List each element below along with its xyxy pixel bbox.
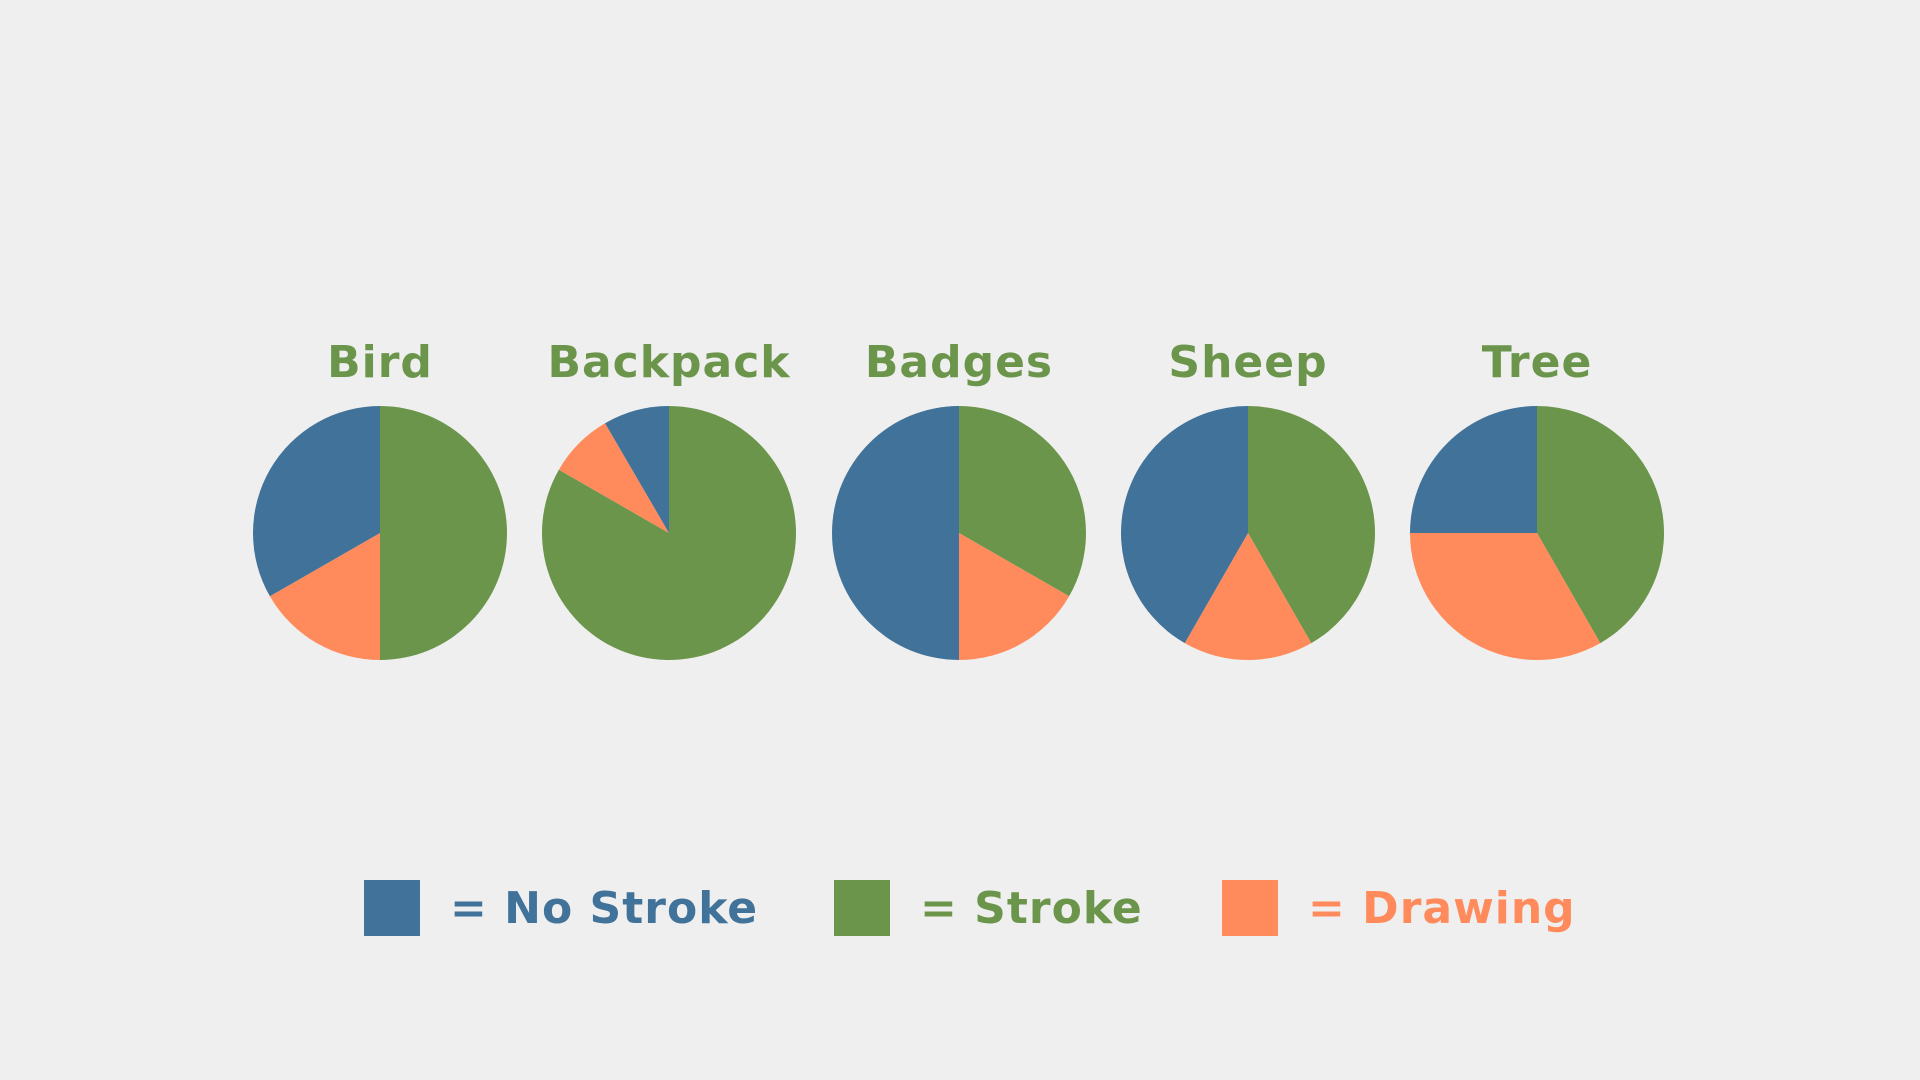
pie-slice-no-stroke [1120,405,1248,644]
pie-slice-stroke [959,406,1087,597]
pie-slice-drawing [558,423,669,533]
pie-slice-no-stroke [252,406,380,597]
pie-slice-no-stroke [832,406,959,660]
pie-slice-no-stroke [1410,406,1537,533]
pie-tree: Tree [1410,337,1665,661]
pie-title: Tree [1482,337,1593,388]
pie-title: Sheep [1168,337,1327,388]
legend-swatch-stroke [834,880,890,936]
pie-slice-drawing [959,533,1070,660]
legend-swatch-drawing [1222,880,1278,936]
pie-slice-stroke [1537,406,1665,644]
pie-title: Backpack [547,337,791,388]
legend-label-no-stroke: = No Stroke [450,882,759,934]
legend-stroke: = Stroke [834,880,1143,936]
legend-drawing: = Drawing [1222,880,1576,936]
legend-no-stroke: = No Stroke [364,880,758,936]
pie-title: Badges [865,337,1053,388]
pie-slice-drawing [269,533,380,660]
pie-slice-drawing [1410,533,1601,661]
pie-slice-stroke [541,406,796,661]
pie-bird: Bird [252,337,507,660]
pie-slice-drawing [1184,533,1312,661]
pie-slice-stroke [380,406,507,660]
pie-backpack: Backpack [541,337,796,661]
legend-swatch-no-stroke [364,880,420,936]
legend-label-drawing: = Drawing [1308,882,1576,934]
pie-slice-no-stroke [605,406,669,533]
legend-label-stroke: = Stroke [920,882,1143,934]
pie-sheep: Sheep [1120,337,1376,661]
pie-title: Bird [327,337,433,388]
pie-badges: Badges [832,337,1087,660]
pie-slice-stroke [1248,406,1376,644]
